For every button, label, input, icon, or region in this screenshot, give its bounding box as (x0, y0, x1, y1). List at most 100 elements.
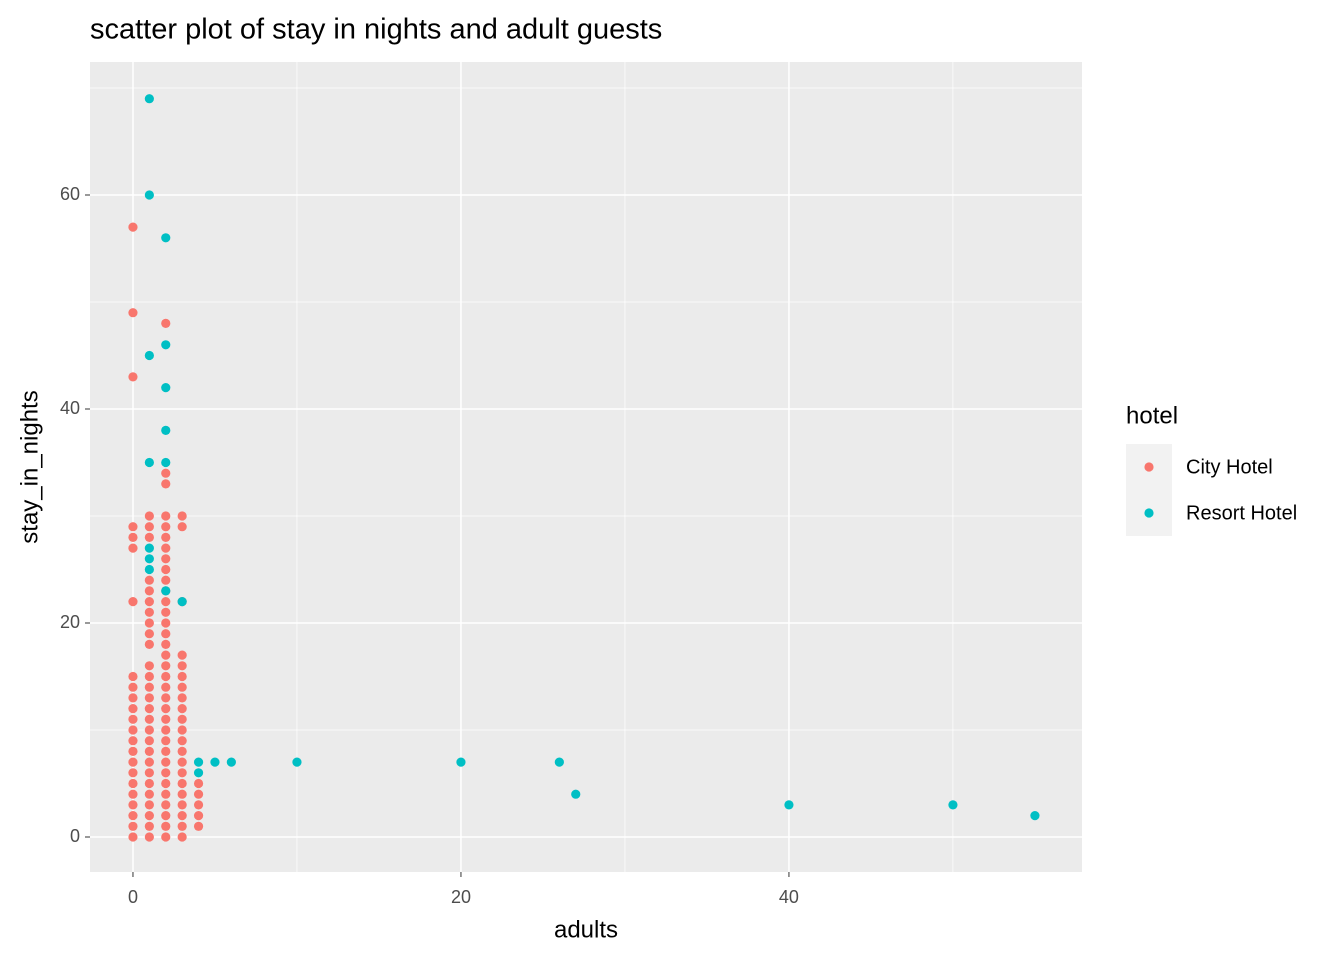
scatter-point (128, 811, 138, 821)
scatter-point (161, 671, 171, 682)
scatter-point (128, 736, 138, 746)
y-tick-label: 60 (60, 184, 80, 204)
y-axis-title: stay_in_nights (16, 390, 43, 543)
scatter-point (177, 789, 187, 799)
scatter-point (161, 554, 171, 564)
scatter-point (128, 682, 138, 692)
scatter-point (144, 682, 154, 692)
scatter-point (177, 757, 187, 767)
scatter-point (128, 768, 138, 778)
scatter-point (1030, 811, 1040, 821)
scatter-point (177, 704, 187, 714)
scatter-point (144, 607, 154, 617)
scatter-point (161, 768, 171, 778)
scatter-point (177, 821, 187, 831)
scatter-point (128, 543, 138, 553)
scatter-point (161, 340, 171, 350)
scatter-point (161, 811, 171, 821)
scatter-point (128, 725, 138, 735)
scatter-point (161, 789, 171, 799)
scatter-point (144, 457, 154, 468)
scatter-point (144, 661, 154, 671)
scatter-point (161, 532, 171, 543)
scatter-point (144, 575, 154, 585)
x-tick-label: 40 (779, 887, 799, 907)
scatter-point (177, 693, 187, 703)
scatter-point (193, 778, 204, 789)
scatter-point (128, 789, 138, 799)
x-axis-title: adults (554, 916, 618, 943)
scatter-point (292, 757, 302, 767)
scatter-point (161, 639, 171, 650)
chart-title: scatter plot of stay in nights and adult… (90, 14, 662, 46)
scatter-point (128, 671, 138, 682)
scatter-point (161, 318, 171, 329)
scatter-point (161, 586, 171, 596)
scatter-point (128, 714, 138, 724)
scatter-point (128, 746, 138, 757)
scatter-point (161, 564, 171, 575)
scatter-point (161, 736, 171, 746)
scatter-point (554, 757, 564, 767)
scatter-point (144, 629, 154, 639)
scatter-point (161, 607, 171, 617)
scatter-point (177, 597, 187, 607)
scatter-point (177, 725, 187, 735)
scatter-point (144, 789, 154, 799)
scatter-point (193, 811, 204, 821)
scatter-point (128, 778, 138, 789)
scatter-point (193, 768, 204, 778)
scatter-point (144, 746, 154, 757)
scatter-point (161, 778, 171, 789)
scatter-point (571, 789, 581, 799)
scatter-point (161, 575, 171, 585)
x-tick-label: 20 (451, 887, 471, 907)
scatter-point (177, 768, 187, 778)
scatter-point (128, 832, 138, 842)
scatter-point (144, 757, 154, 767)
scatter-point (161, 629, 171, 639)
scatter-point (456, 757, 466, 767)
scatter-point (161, 693, 171, 703)
x-tick-label: 0 (128, 887, 138, 907)
scatter-point (144, 564, 154, 575)
scatter-point (128, 757, 138, 767)
scatter-point (161, 821, 171, 831)
scatter-point (161, 457, 171, 468)
scatter-point (177, 811, 187, 821)
scatter-point (161, 757, 171, 767)
scatter-point (177, 832, 187, 842)
scatter-point (144, 639, 154, 650)
scatter-point (161, 682, 171, 692)
scatter-point (144, 671, 154, 682)
scatter-point (144, 693, 154, 703)
scatter-point (161, 704, 171, 714)
scatter-point (144, 511, 154, 521)
scatter-point (144, 586, 154, 596)
scatter-point (161, 650, 171, 660)
scatter-point (161, 511, 171, 521)
scatter-point (144, 532, 154, 543)
scatter-point (128, 532, 138, 543)
scatter-point (144, 350, 154, 361)
y-tick-label: 40 (60, 398, 80, 418)
plot-panel (90, 62, 1082, 872)
scatter-point (144, 597, 154, 607)
scatter-point (128, 821, 138, 831)
scatter-point (161, 522, 171, 532)
scatter-point (161, 383, 171, 393)
scatter-point (193, 789, 204, 799)
scatter-point (144, 725, 154, 735)
scatter-point (128, 222, 138, 232)
scatter-point (128, 693, 138, 703)
scatter-point (161, 618, 171, 628)
scatter-point (177, 522, 187, 532)
scatter-point (161, 425, 171, 436)
scatter-point (161, 714, 171, 724)
scatter-point (144, 778, 154, 789)
scatter-point (144, 543, 154, 553)
scatter-point (144, 832, 154, 842)
scatter-point (144, 736, 154, 746)
scatter-point (144, 811, 154, 821)
